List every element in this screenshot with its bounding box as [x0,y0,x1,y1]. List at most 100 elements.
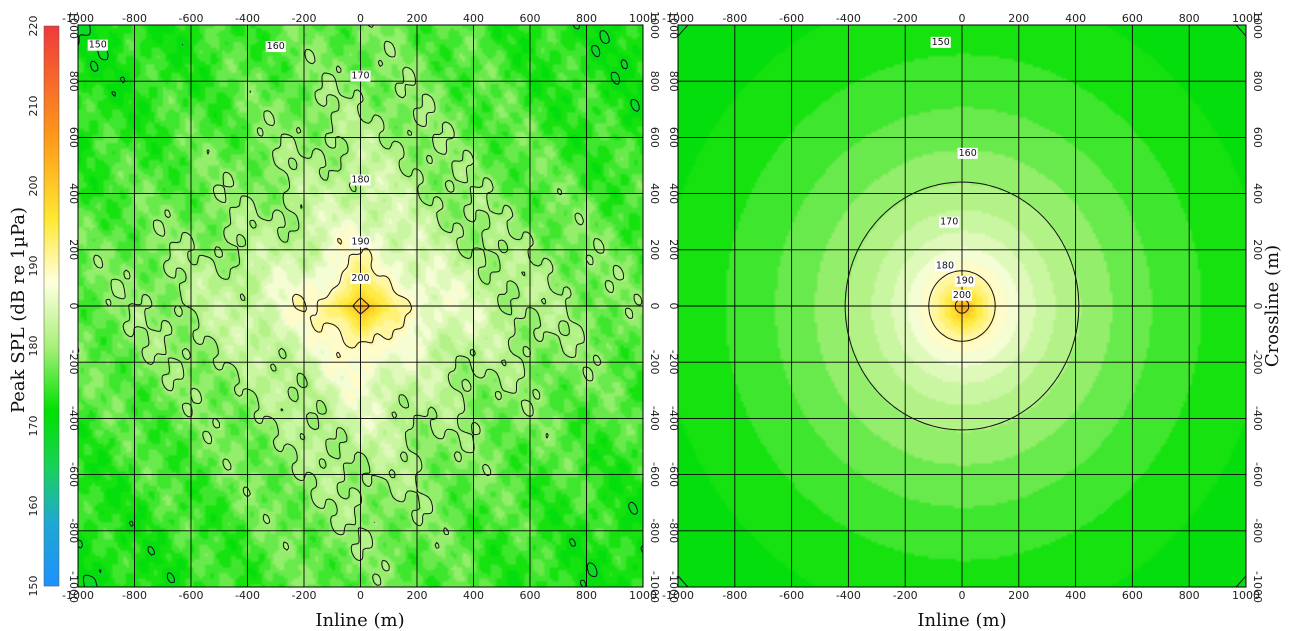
y-tick-left: 800 [667,71,680,92]
y-tick-left: 200 [67,239,80,260]
y-tick-left: -400 [667,406,680,431]
x-tick-top: 0 [959,12,966,25]
x-tick-bottom: 400 [1065,589,1086,602]
x-tick-bottom: -200 [292,589,317,602]
contour-lines [77,24,644,588]
x-tick-bottom: -400 [836,589,861,602]
x-tick-bottom: -200 [893,589,918,602]
y-tick-right: -800 [1251,518,1264,543]
y-tick-right: 1000 [1251,11,1264,39]
x-tick-bottom: 800 [576,589,597,602]
x-tick-bottom: 200 [1008,589,1029,602]
x-tick-bottom: -600 [179,589,204,602]
x-tick-top: 600 [520,12,541,25]
x-tick-top: 1000 [1232,12,1260,25]
contour-label-bg [954,275,975,287]
x-tick-bottom: 200 [407,589,428,602]
y-tick-right: -600 [648,462,661,487]
contour-label: 180 [936,260,954,271]
contour-label-bg [350,236,371,248]
y-tick-left: -600 [667,462,680,487]
contour-label-bg [265,41,286,53]
y-tick-left: -400 [67,406,80,431]
y-tick-right: 800 [1251,71,1264,92]
x-tick-bottom: -800 [722,589,747,602]
colorbar-tick: 200 [27,176,40,197]
contour-180 [77,24,643,586]
colorbar-frame [43,25,60,587]
y-tick-left: 200 [667,239,680,260]
x-tick-top: 400 [463,12,484,25]
y-tick-right: 800 [648,71,661,92]
y-tick-left: -1000 [667,571,680,603]
y-tick-right: -800 [648,518,661,543]
x-tick-top: -800 [722,12,747,25]
plot-frame [677,24,1247,588]
y-tick-right: 600 [648,127,661,148]
x-tick-top: 800 [1179,12,1200,25]
y-tick-left: 400 [667,183,680,204]
y-tick-right: 600 [1251,127,1264,148]
colorbar-label: Peak SPL (dB re 1µPa) [8,207,29,413]
y-tick-right: 0 [1251,303,1264,310]
contour-label-bg [934,260,956,272]
y-tick-right: 200 [1251,239,1264,260]
x-tick-top: -1000 [662,12,694,25]
x-tick-top: -200 [893,12,918,25]
y-tick-left: 600 [67,127,80,148]
contour-label-bg [87,39,108,51]
x-tick-bottom: 1000 [629,589,657,602]
x-tick-bottom: 800 [1179,589,1200,602]
plot-frame [77,24,644,588]
x-tick-top: -400 [235,12,260,25]
contour-label: 160 [959,148,977,159]
y-tick-right: -1000 [1251,571,1264,603]
contour-170 [77,24,644,588]
y-tick-right: 200 [648,239,661,260]
contour-label: 170 [351,71,369,82]
x-tick-top: -600 [779,12,804,25]
x-tick-bottom: -1000 [662,589,694,602]
contour-label: 160 [267,41,285,52]
colorbar-tick: 170 [27,416,40,437]
right-panel: 150160170180190200-1000-1000-800-800-600… [662,11,1264,603]
y-tick-left: 1000 [67,11,80,39]
x-tick-top: 200 [1008,12,1029,25]
contour-190 [292,237,412,359]
x-tick-bottom: 1000 [1232,589,1260,602]
x-tick-top: -400 [836,12,861,25]
contour-label-bg [951,289,973,301]
x-tick-top: 1000 [629,12,657,25]
y-tick-left: -600 [67,462,80,487]
x-tick-bottom: -400 [235,589,260,602]
colorbar-tick: 220 [27,16,40,37]
x-tick-top: -200 [292,12,317,25]
contour-190 [928,270,996,342]
contour-label: 200 [351,273,369,284]
x-tick-top: 0 [357,12,364,25]
contour-label: 150 [89,40,107,51]
colorbar-tick: 160 [27,496,40,517]
right-panel-xlabel: Inline (m) [917,610,1006,631]
x-tick-top: -600 [179,12,204,25]
y-tick-left: -200 [667,350,680,375]
contour-200 [352,297,370,315]
contour-180 [844,181,1080,431]
colorbar-tick: 150 [27,576,40,597]
colorbar: 150 160 170 180 190 200 210 220 [27,16,60,597]
y-tick-left: -800 [67,518,80,543]
x-tick-bottom: 0 [357,589,364,602]
left-panel-xlabel: Inline (m) [315,610,404,631]
x-tick-top: 600 [1122,12,1143,25]
x-tick-bottom: 400 [463,589,484,602]
y-tick-left: 800 [67,71,80,92]
contour-label-bg [350,272,371,284]
left-panel: 150 160170180190200-1000-1000-800-800-600… [62,11,661,603]
x-tick-bottom: -600 [779,589,804,602]
x-tick-top: 200 [407,12,428,25]
x-tick-bottom: -1000 [62,589,94,602]
x-tick-top: -1000 [62,12,94,25]
x-tick-bottom: 600 [520,589,541,602]
colorbar-tick: 210 [27,96,40,117]
